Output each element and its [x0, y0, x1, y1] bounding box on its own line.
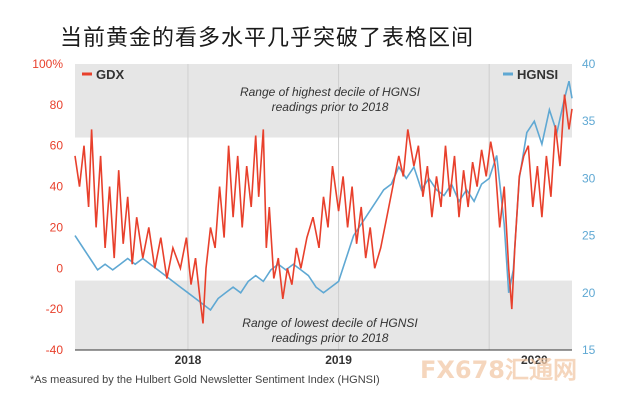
- gdx-series-line: [74, 94, 573, 324]
- legend-gdx: GDX: [82, 67, 125, 82]
- left-tick-label: 60: [50, 139, 64, 153]
- right-tick-label: 20: [582, 286, 596, 300]
- right-tick-label: 40: [582, 57, 596, 71]
- watermark-logo: FX678汇通网: [420, 356, 577, 384]
- highest-decile-label-line1: Range of highest decile of HGNSI: [240, 85, 421, 99]
- x-tick-label: 2019: [325, 353, 352, 367]
- hgnsi-legend-label: HGNSI: [517, 67, 558, 82]
- left-tick-label: 80: [50, 98, 64, 112]
- x-tick-label: 2020: [521, 353, 548, 367]
- left-tick-label: 20: [50, 220, 64, 234]
- hgnsi-series-line: [74, 80, 573, 312]
- gdx-legend-label: GDX: [96, 67, 125, 82]
- highest-decile-label-line2: readings prior to 2018: [272, 100, 389, 114]
- right-tick-label: 35: [582, 114, 596, 128]
- right-tick-label: 15: [582, 343, 596, 357]
- right-axis-ticks: 40 35 30 25 20 15: [582, 57, 596, 357]
- band-labels: Range of highest decile of HGNSI reading…: [240, 85, 421, 345]
- x-tick-label: 2018: [175, 353, 202, 367]
- lowest-decile-label-line1: Range of lowest decile of HGNSI: [242, 316, 418, 330]
- left-tick-label: -20: [46, 302, 64, 316]
- right-tick-label: 30: [582, 171, 596, 185]
- left-axis-ticks: 100% 80 60 40 20 0 -20 -40: [32, 57, 63, 357]
- footnote: *As measured by the Hulbert Gold Newslet…: [30, 374, 380, 386]
- right-tick-label: 25: [582, 229, 596, 243]
- left-tick-label: 0: [56, 261, 63, 275]
- page-title: 当前黄金的看多水平几乎突破了表格区间: [60, 26, 475, 51]
- left-tick-label: 100%: [32, 57, 63, 71]
- x-axis-ticks: 2018 2019 2020: [175, 353, 548, 367]
- left-tick-label: -40: [46, 343, 64, 357]
- legend-hgnsi: HGNSI: [503, 67, 558, 82]
- lowest-decile-label-line2: readings prior to 2018: [272, 331, 389, 345]
- left-tick-label: 40: [50, 180, 64, 194]
